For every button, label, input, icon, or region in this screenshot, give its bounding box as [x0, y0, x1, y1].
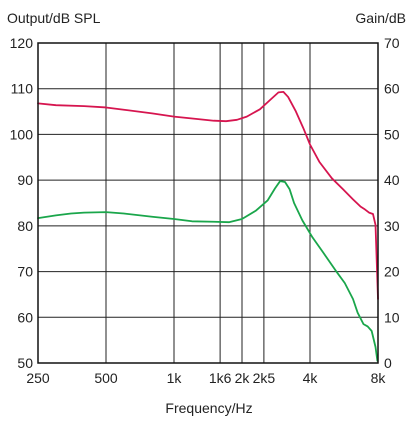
right-axis-title: Gain/dB: [355, 10, 406, 26]
plot-frame: [37, 42, 379, 364]
y-right-tick-label: 70: [384, 35, 400, 51]
x-tick-label: 250: [26, 370, 50, 386]
y-right-tick-label: 10: [384, 309, 400, 325]
left-axis-title: Output/dB SPL: [7, 10, 101, 26]
y-left-tick-label: 60: [17, 309, 33, 325]
y-left-tick-label: 120: [10, 35, 34, 51]
y-left-tick-label: 80: [17, 218, 33, 234]
x-tick-label: 1k6: [209, 370, 232, 386]
y-right-tick-label: 60: [384, 81, 400, 97]
y-left-tick-label: 50: [17, 355, 33, 371]
x-tick-label: 1k: [167, 370, 183, 386]
y-right-tick-label: 50: [384, 126, 400, 142]
data-series: [37, 91, 379, 362]
x-axis-title: Frequency/Hz: [165, 400, 252, 416]
output-series-line: [37, 91, 379, 300]
grid-lines: [38, 43, 378, 363]
y-right-tick-label: 0: [384, 355, 392, 371]
y-left-tick-label: 110: [11, 81, 34, 97]
y-left-tick-label: 90: [17, 172, 33, 188]
y-left-tick-label: 100: [10, 126, 34, 142]
x-tick-label: 4k: [303, 370, 319, 386]
x-tick-label: 2k5: [253, 370, 276, 386]
x-tick-label: 500: [94, 370, 118, 386]
x-tick-label: 8k: [371, 370, 387, 386]
gain-series-line: [37, 180, 379, 362]
y-right-tick-label: 20: [384, 264, 400, 280]
y-right-tick-label: 40: [384, 172, 400, 188]
x-tick-label: 2k: [235, 370, 251, 386]
y-left-tick-label: 70: [17, 264, 33, 280]
y-right-tick-label: 30: [384, 218, 400, 234]
